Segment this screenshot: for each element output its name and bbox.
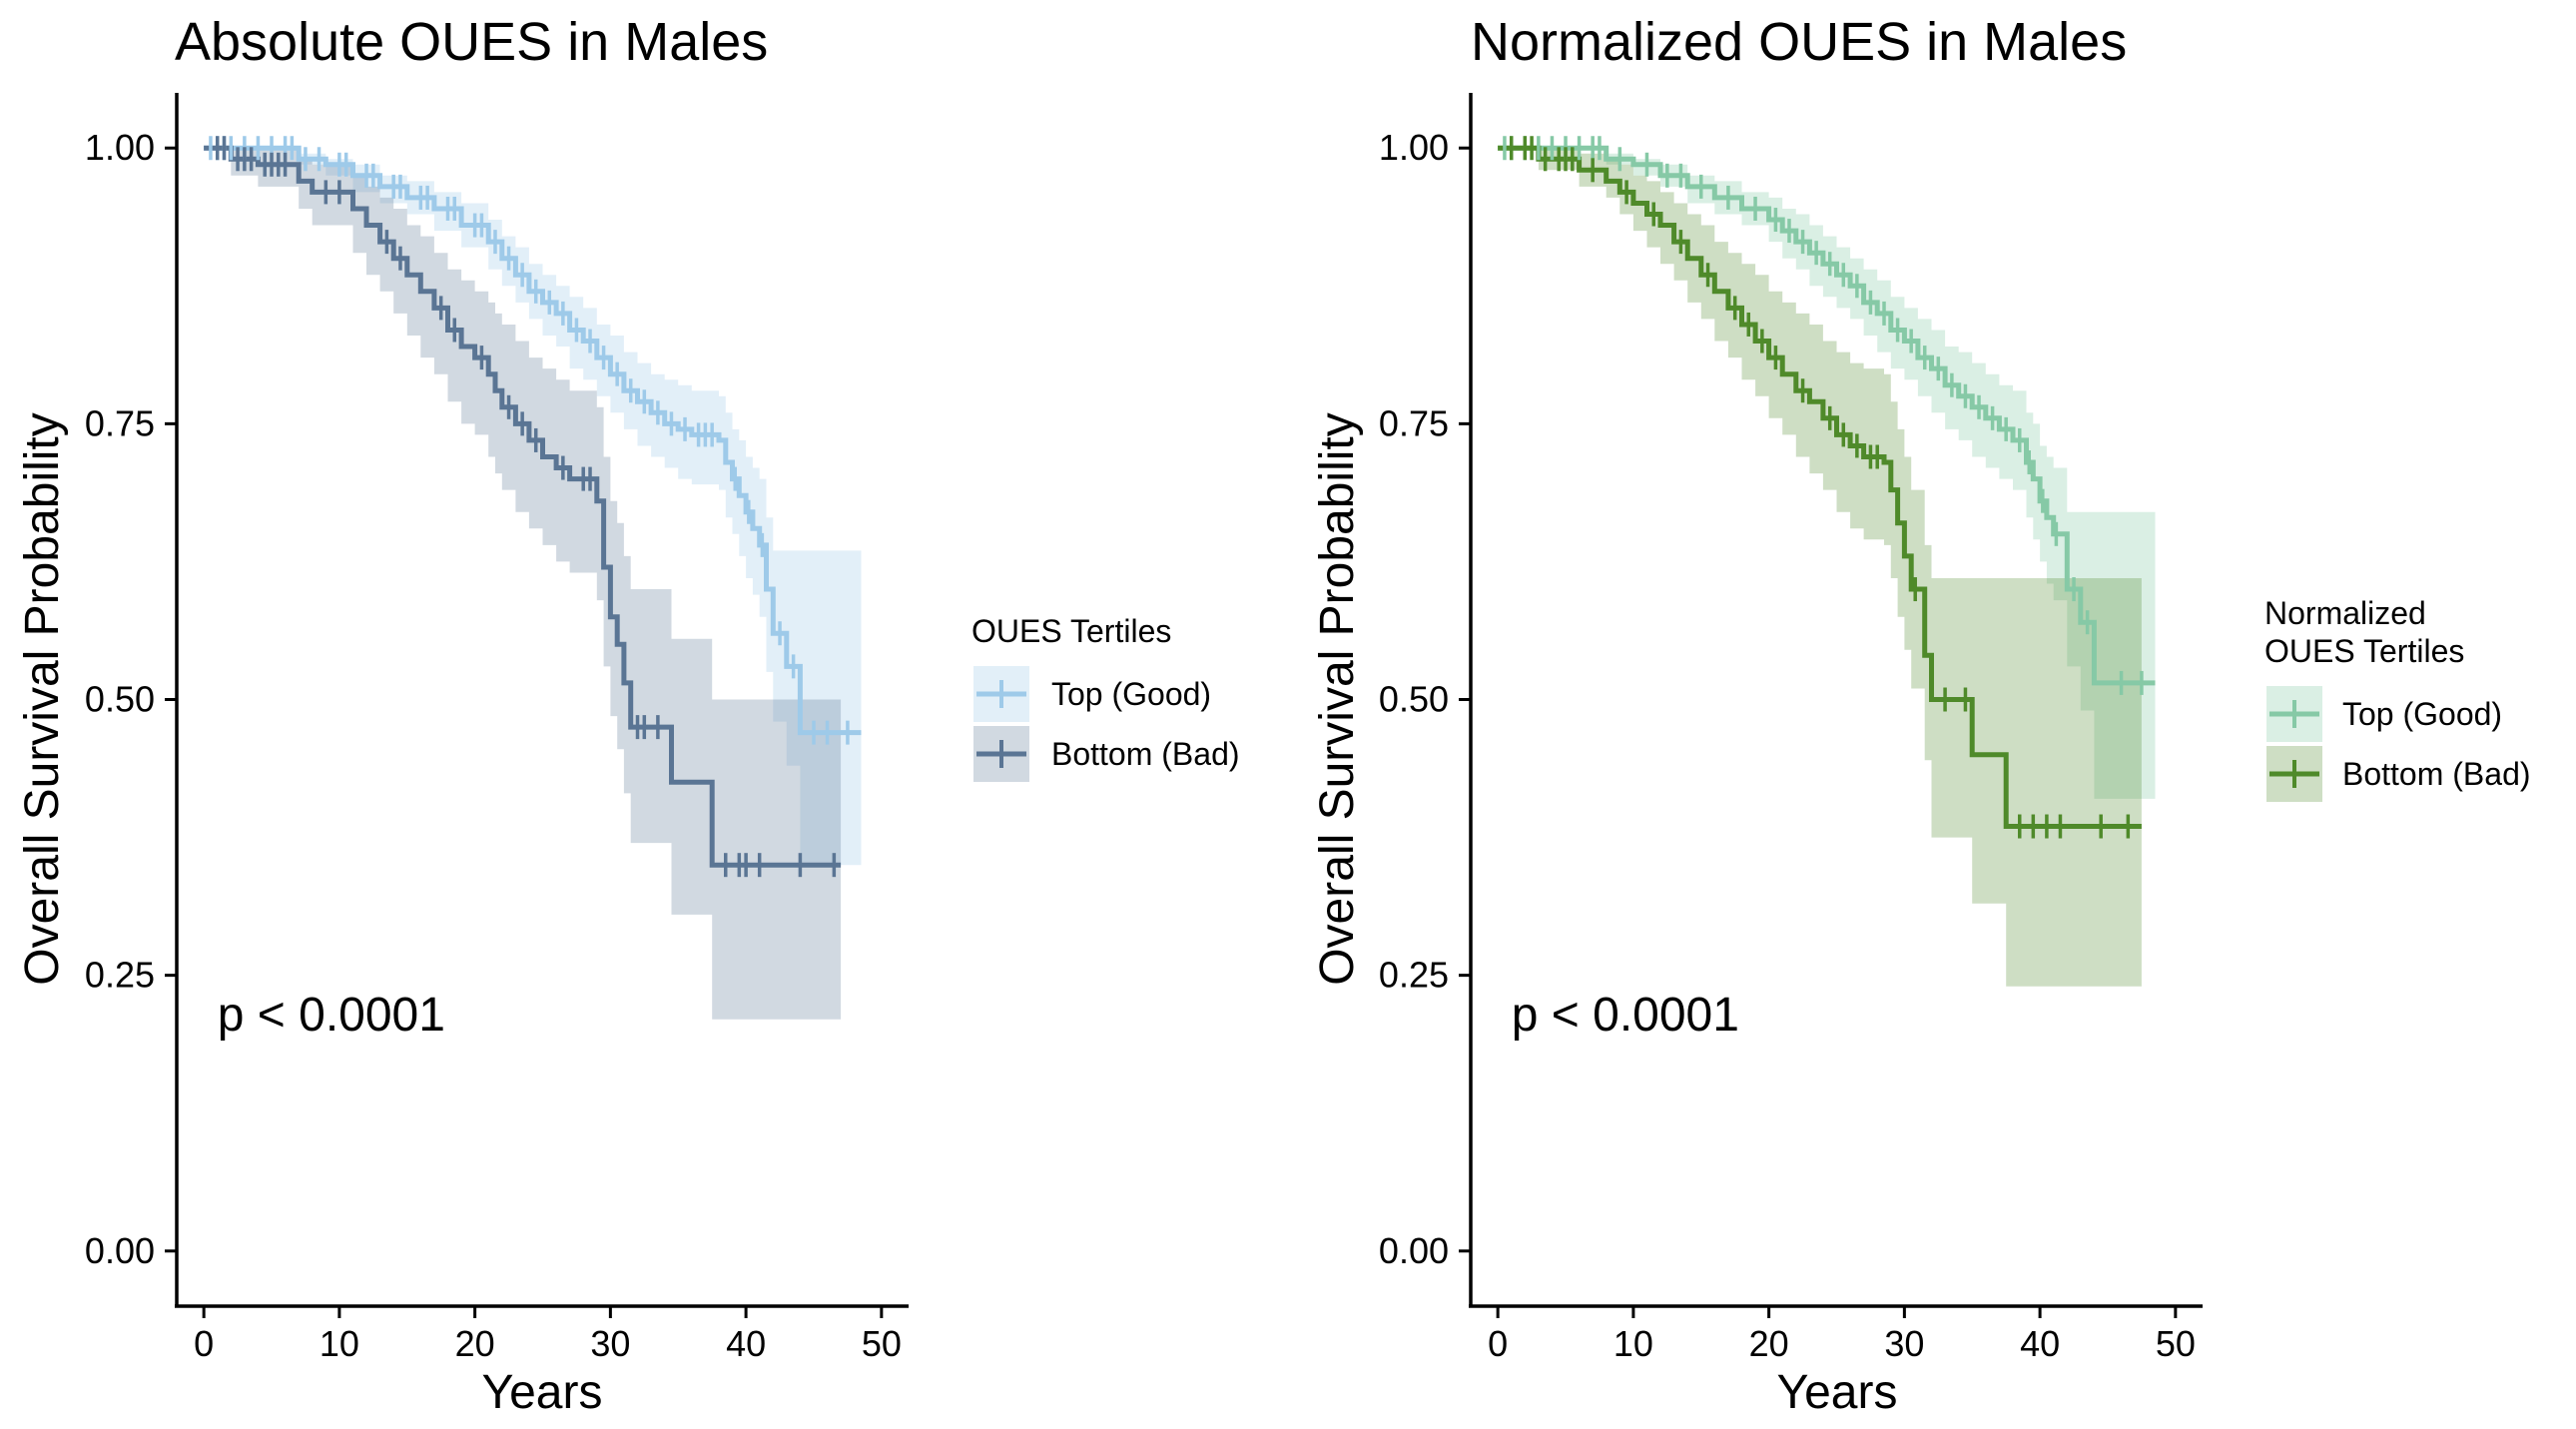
survival-line-bottom bbox=[1498, 145, 2142, 829]
y-tick-label: 0.50 bbox=[1379, 679, 1449, 720]
ci-bands bbox=[204, 148, 862, 1020]
ci-band-top bbox=[1498, 148, 2156, 799]
survival-line-bottom bbox=[204, 145, 842, 868]
x-tick-label: 0 bbox=[194, 1323, 214, 1364]
plot-area bbox=[204, 136, 862, 1020]
panel-normalized-oues: Normalized OUES in Males 0.00 0.25 0.50 0.7… bbox=[1311, 12, 2531, 1419]
x-axis-title: Years bbox=[482, 1366, 603, 1419]
x-tick-label: 20 bbox=[455, 1323, 495, 1364]
panel-absolute-oues: Absolute OUES in Males 0.00 0.25 0.50 0.75 1… bbox=[16, 12, 1240, 1419]
legend-label-top: Top (Good) bbox=[1051, 676, 1211, 712]
y-tick-label: 0.00 bbox=[1379, 1230, 1449, 1271]
x-ticks: 0 10 20 30 40 50 bbox=[1488, 1306, 2196, 1364]
y-tick-label: 0.75 bbox=[85, 402, 155, 443]
legend-title: Normalized OUES Tertiles bbox=[2264, 595, 2464, 669]
x-tick-label: 30 bbox=[590, 1323, 630, 1364]
legend-label-bottom: Bottom (Bad) bbox=[1051, 736, 1240, 772]
legend-title-line: OUES Tertiles bbox=[2264, 633, 2464, 669]
legend-label-bottom: Bottom (Bad) bbox=[2342, 756, 2531, 792]
plot-area bbox=[1498, 136, 2156, 987]
y-axis-title: Overall Survival Probability bbox=[16, 412, 69, 986]
ci-bands bbox=[1498, 148, 2156, 987]
y-ticks: 0.00 0.25 0.50 0.75 1.00 bbox=[85, 127, 177, 1271]
x-tick-label: 0 bbox=[1488, 1323, 1508, 1364]
x-tick-label: 10 bbox=[1613, 1323, 1653, 1364]
p-value-annotation: p < 0.0001 bbox=[1512, 989, 1739, 1042]
y-tick-label: 0.75 bbox=[1379, 402, 1449, 443]
legend-title-line: Normalized bbox=[2264, 595, 2426, 631]
y-tick-label: 1.00 bbox=[85, 127, 155, 168]
ci-band-bottom bbox=[204, 148, 842, 1020]
x-tick-label: 10 bbox=[320, 1323, 359, 1364]
survival-curves bbox=[1498, 145, 2156, 829]
ci-band-bottom bbox=[1498, 148, 2142, 987]
y-axis-title: Overall Survival Probability bbox=[1311, 412, 1364, 986]
x-tick-label: 40 bbox=[726, 1323, 766, 1364]
chart-title: Normalized OUES in Males bbox=[1471, 12, 2127, 72]
y-tick-label: 0.25 bbox=[1379, 955, 1449, 996]
survival-line-top bbox=[1498, 145, 2156, 686]
censor-marks bbox=[1503, 136, 2144, 839]
x-tick-label: 20 bbox=[1749, 1323, 1789, 1364]
legend: Normalized OUES Tertiles Top (Good) Botto… bbox=[2264, 595, 2531, 802]
y-tick-label: 0.00 bbox=[85, 1230, 155, 1271]
p-value-annotation: p < 0.0001 bbox=[218, 989, 445, 1042]
y-tick-label: 1.00 bbox=[1379, 127, 1449, 168]
x-tick-label: 40 bbox=[2020, 1323, 2060, 1364]
y-tick-label: 0.25 bbox=[85, 955, 155, 996]
x-ticks: 0 10 20 30 40 50 bbox=[194, 1306, 902, 1364]
x-tick-label: 30 bbox=[1884, 1323, 1924, 1364]
censor-marks bbox=[209, 136, 850, 878]
legend-label-top: Top (Good) bbox=[2342, 696, 2502, 732]
x-tick-label: 50 bbox=[862, 1323, 902, 1364]
x-axis-title: Years bbox=[1777, 1366, 1898, 1419]
x-tick-label: 50 bbox=[2156, 1323, 2196, 1364]
y-ticks: 0.00 0.25 0.50 0.75 1.00 bbox=[1379, 127, 1471, 1271]
legend-title: OUES Tertiles bbox=[971, 613, 1171, 649]
chart-title: Absolute OUES in Males bbox=[175, 12, 768, 72]
y-tick-label: 0.50 bbox=[85, 679, 155, 720]
legend: OUES Tertiles Top (Good) Bottom (Bad) bbox=[971, 613, 1240, 782]
